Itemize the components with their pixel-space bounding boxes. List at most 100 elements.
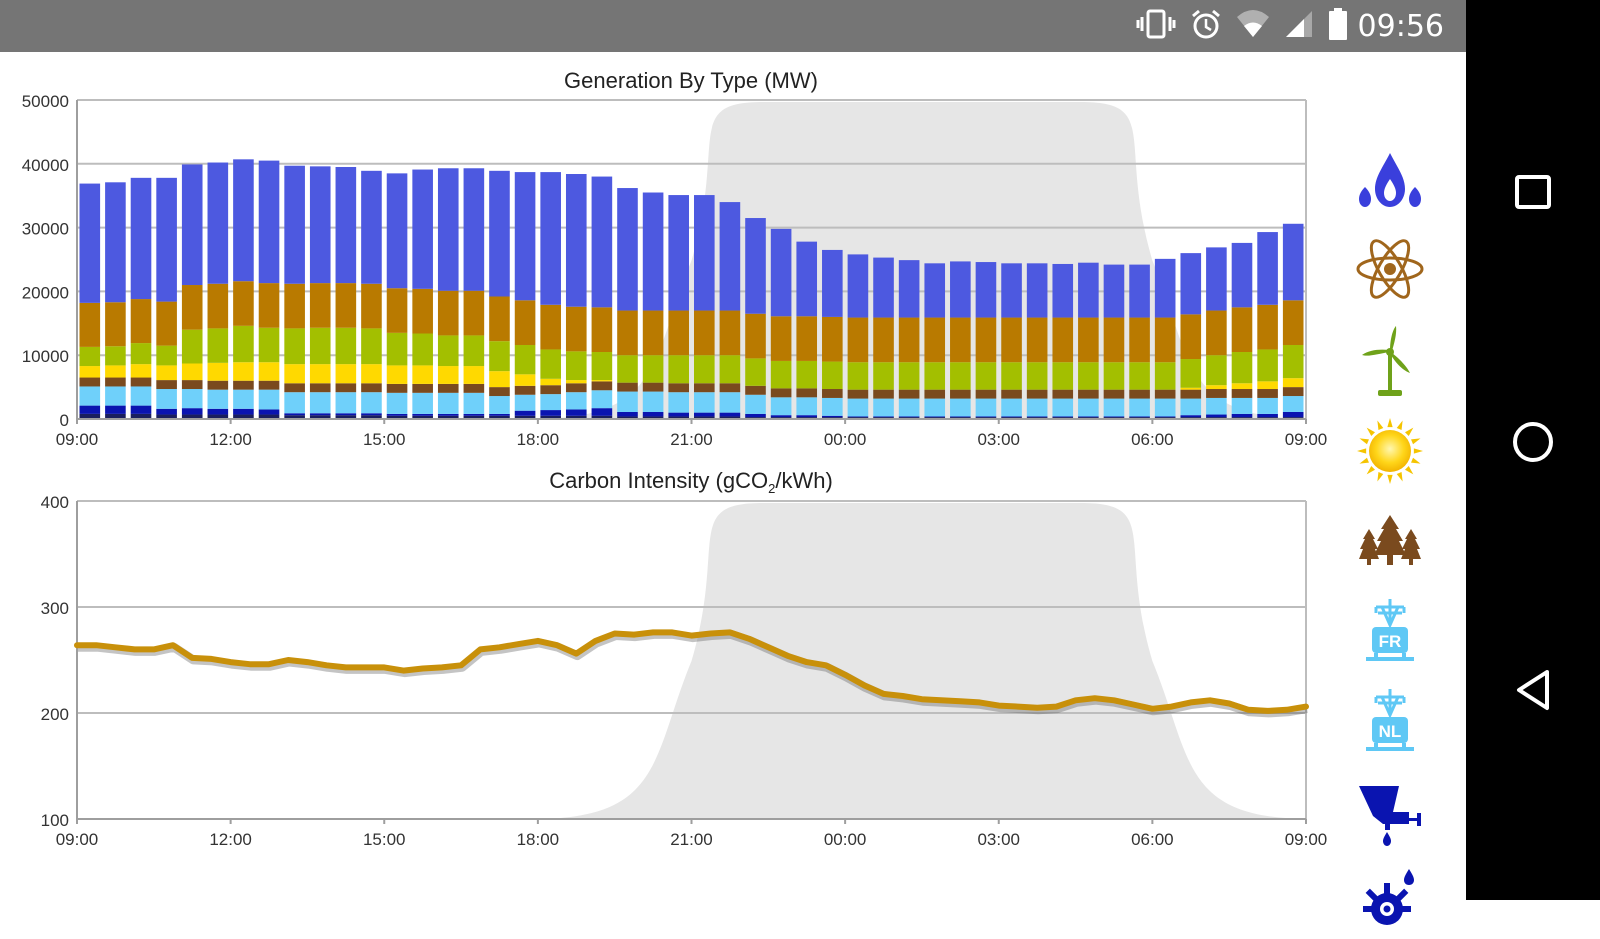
legend-hydro[interactable]	[1350, 859, 1430, 939]
bar-segment-wind	[156, 345, 177, 366]
bar-segment-gas	[950, 261, 971, 318]
carbon-gridlines	[77, 500, 1306, 714]
sun-ray	[1396, 420, 1403, 430]
x-tick-label: 21:00	[670, 830, 713, 849]
bar-segment-biomass	[233, 380, 254, 390]
bar-segment-solar	[412, 365, 433, 384]
bar-segment-pumped_hydro	[1129, 416, 1150, 418]
legend-interconnector-nl[interactable]: NL	[1350, 683, 1430, 763]
bar-segment-solar	[207, 362, 229, 381]
bar-segment-interconnectors	[514, 394, 536, 411]
bar-segment-gas	[181, 164, 203, 286]
legend-pumped-storage[interactable]	[1350, 775, 1430, 855]
bar-segment-solar	[489, 371, 510, 388]
bar-segment-pumped_hydro	[1154, 416, 1176, 418]
bar-segment-other	[386, 415, 408, 419]
bar-segment-interconnectors	[924, 398, 946, 417]
legend-gas[interactable]	[1350, 141, 1430, 221]
carbon-intensity-chart-title: Carbon Intensity (gCO2/kWh)	[549, 468, 833, 496]
bar-segment-gas	[873, 257, 894, 318]
generation-bar	[130, 177, 152, 419]
bar-segment-nuclear	[1154, 317, 1176, 363]
bar-segment-gas	[1078, 262, 1099, 318]
bar-segment-biomass	[309, 383, 331, 393]
back-button[interactable]	[1466, 666, 1600, 714]
bar-segment-biomass	[361, 383, 382, 393]
bar-segment-gas	[309, 166, 331, 284]
bar-segment-nuclear	[386, 288, 408, 333]
bar-segment-pumped_hydro	[463, 413, 485, 416]
bar-segment-pumped_hydro	[412, 413, 433, 416]
bar-segment-wind	[1129, 362, 1150, 390]
bar-segment-other	[130, 413, 152, 419]
bar-segment-interconnectors	[207, 389, 229, 409]
bar-segment-wind	[258, 327, 280, 363]
bar-segment-wind	[309, 327, 331, 365]
bar-segment-other	[156, 414, 177, 419]
bar-segment-other	[694, 416, 715, 419]
y-tick-label: 0	[60, 411, 69, 430]
bar-segment-interconnectors	[335, 392, 357, 414]
x-tick-label: 21:00	[670, 430, 713, 449]
bar-segment-gas	[489, 170, 510, 297]
x-tick-label: 09:00	[56, 430, 99, 449]
legend-solar[interactable]	[1350, 411, 1430, 491]
bar-segment-gas	[847, 254, 869, 318]
nl-label: NL	[1379, 722, 1402, 741]
bar-segment-biomass	[1180, 389, 1202, 399]
bar-segment-biomass	[540, 385, 561, 395]
status-icons	[1136, 7, 1348, 42]
bar-segment-solar	[181, 363, 203, 381]
bar-segment-biomass	[437, 383, 459, 393]
bar-segment-solar	[591, 380, 613, 382]
bar-segment-biomass	[822, 389, 843, 398]
bar-segment-gas	[207, 162, 229, 284]
bar-segment-solar	[284, 364, 305, 384]
bar-segment-interconnectors	[156, 389, 177, 409]
ci-title-prefix: Carbon Intensity (gCO	[549, 468, 768, 493]
bar-segment-other	[233, 414, 254, 419]
legend-nuclear[interactable]	[1350, 229, 1430, 309]
generation-bar	[1103, 264, 1125, 419]
legend-interconnector-fr[interactable]: FR	[1350, 593, 1430, 673]
bar-segment-gas	[156, 177, 177, 302]
bar-segment-wind	[873, 362, 894, 390]
y-tick-label: 300	[41, 599, 69, 618]
generation-bar	[796, 241, 818, 419]
bar-segment-other	[335, 415, 357, 419]
bar-segment-pumped_hydro	[309, 413, 331, 416]
bar-segment-pumped_hydro	[79, 405, 101, 414]
carbon-x-ticks: 09:00 12:00 15:00 18:00 21:00 00:00 03:00 06:00…	[56, 819, 1327, 849]
bar-segment-biomass	[694, 383, 715, 393]
bar-segment-nuclear	[437, 290, 459, 336]
interconnector-nl-icon: NL	[1366, 689, 1414, 751]
bar-segment-wind	[1154, 362, 1176, 390]
bar-segment-nuclear	[463, 290, 485, 336]
bar-segment-pumped_hydro	[1078, 416, 1099, 418]
bar-segment-solar	[463, 366, 485, 384]
bar-segment-interconnectors	[412, 392, 433, 414]
bar-segment-interconnectors	[668, 392, 689, 413]
pumped-storage-icon	[1359, 786, 1421, 846]
sun-ray	[1359, 457, 1369, 464]
generation-bar	[1052, 263, 1074, 419]
bar-segment-nuclear	[335, 283, 357, 328]
bar-segment-biomass	[335, 383, 357, 393]
legend-biomass[interactable]	[1350, 501, 1430, 581]
bar-segment-gas	[1257, 232, 1278, 305]
bar-segment-interconnectors	[1257, 397, 1278, 414]
bar-segment-interconnectors	[1154, 398, 1176, 417]
generation-bar	[284, 165, 305, 419]
recents-button[interactable]	[1466, 172, 1600, 214]
home-button[interactable]	[1466, 418, 1600, 466]
bar-segment-interconnectors	[258, 389, 280, 410]
legend-wind[interactable]	[1350, 321, 1430, 401]
bar-segment-biomass	[847, 389, 869, 399]
bar-segment-biomass	[463, 383, 485, 393]
y-tick-label: 100	[41, 811, 69, 830]
bar-segment-other	[258, 414, 280, 419]
bar-segment-biomass	[130, 377, 152, 387]
bar-segment-interconnectors	[1129, 398, 1150, 417]
bar-segment-interconnectors	[1206, 397, 1227, 415]
bar-segment-pumped_hydro	[924, 416, 946, 418]
